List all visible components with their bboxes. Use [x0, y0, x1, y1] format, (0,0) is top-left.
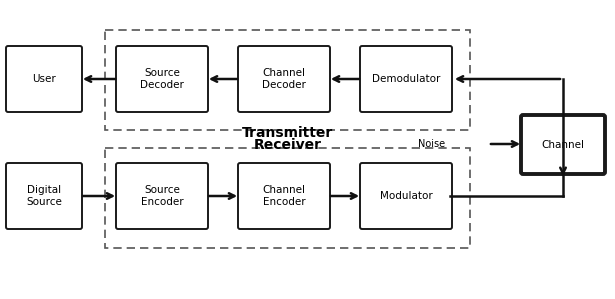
- FancyBboxPatch shape: [360, 46, 452, 112]
- FancyBboxPatch shape: [360, 163, 452, 229]
- Bar: [105, 30, 470, 130]
- Text: Modulator: Modulator: [379, 191, 432, 201]
- FancyBboxPatch shape: [6, 46, 82, 112]
- Text: Channel
Decoder: Channel Decoder: [262, 68, 306, 90]
- Bar: [105, 148, 470, 248]
- FancyBboxPatch shape: [238, 46, 330, 112]
- Text: Demodulator: Demodulator: [372, 74, 440, 84]
- Text: Channel
Encoder: Channel Encoder: [263, 185, 306, 207]
- Text: User: User: [32, 74, 56, 84]
- Text: Transmitter: Transmitter: [242, 126, 333, 140]
- Text: Source
Decoder: Source Decoder: [140, 68, 184, 90]
- FancyBboxPatch shape: [116, 46, 208, 112]
- FancyBboxPatch shape: [116, 163, 208, 229]
- Text: Receiver: Receiver: [253, 138, 322, 152]
- FancyBboxPatch shape: [238, 163, 330, 229]
- Text: Noise: Noise: [418, 139, 445, 149]
- FancyBboxPatch shape: [521, 115, 605, 174]
- FancyBboxPatch shape: [6, 163, 82, 229]
- Text: Digital
Source: Digital Source: [26, 185, 62, 207]
- Text: Channel: Channel: [541, 140, 584, 150]
- Text: Source
Encoder: Source Encoder: [141, 185, 183, 207]
